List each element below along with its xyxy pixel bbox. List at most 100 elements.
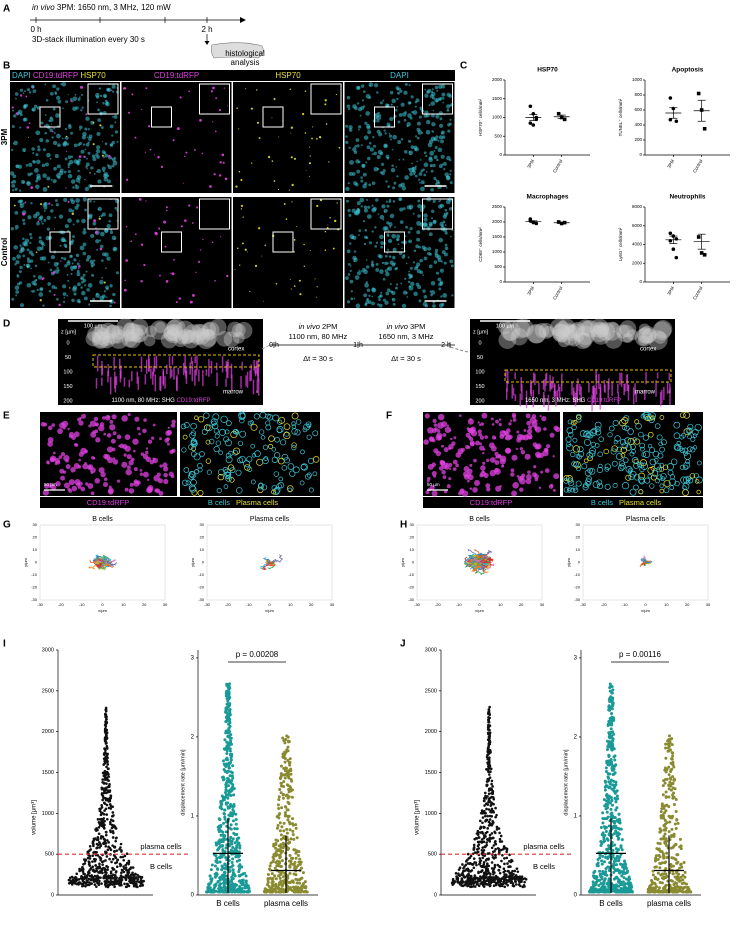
cell <box>124 87 126 89</box>
cell-dot <box>230 743 233 746</box>
cell <box>339 147 341 149</box>
y-axis-label: volume [µm³] <box>415 800 421 835</box>
cell-dot <box>235 823 238 826</box>
cell <box>107 415 110 418</box>
cell <box>111 439 116 444</box>
cell <box>550 433 555 438</box>
channel-name: HSP70 <box>80 71 106 80</box>
cell <box>411 163 413 165</box>
cell <box>220 236 221 237</box>
label: marrow <box>223 390 244 396</box>
cell <box>70 255 72 257</box>
cell <box>423 302 428 307</box>
cell-signal <box>183 363 185 375</box>
y-tick-label: 0 <box>35 560 38 565</box>
cell <box>117 480 120 483</box>
cell <box>519 478 525 484</box>
cell <box>500 458 506 464</box>
cell <box>429 264 433 268</box>
cell <box>73 292 76 295</box>
cell <box>430 188 434 192</box>
y-tick-label: -20 <box>31 585 38 590</box>
cell <box>99 218 101 220</box>
cell <box>86 288 90 292</box>
cell <box>424 94 428 98</box>
track <box>270 555 283 563</box>
cell <box>376 91 379 94</box>
cell <box>44 244 46 246</box>
cell <box>72 213 74 215</box>
cell <box>19 126 21 128</box>
cell <box>76 178 81 183</box>
cell <box>261 256 262 257</box>
cell-dot <box>231 861 234 864</box>
cell <box>65 246 67 248</box>
cell <box>389 133 391 135</box>
cell-dot <box>245 880 248 883</box>
cell-dot <box>229 747 232 750</box>
cell <box>430 94 434 98</box>
cell <box>378 296 381 299</box>
cell <box>403 91 407 95</box>
cell <box>403 291 407 295</box>
cell-signal <box>154 357 156 372</box>
cortex-signal <box>192 324 206 338</box>
cell-dot <box>131 871 134 874</box>
cell-dot <box>104 713 107 716</box>
cell <box>408 231 411 234</box>
cell <box>333 248 335 250</box>
cell-signal <box>141 357 143 372</box>
cell-dot <box>103 827 106 830</box>
cell <box>274 180 276 182</box>
cell <box>13 144 14 145</box>
x-tick-label: 20 <box>309 602 314 607</box>
cell <box>378 254 382 258</box>
cell-dot <box>493 831 496 834</box>
cell <box>430 290 432 292</box>
cell <box>423 222 428 227</box>
cell <box>370 147 374 151</box>
cell-dot <box>100 844 103 847</box>
cell-dot <box>245 874 248 877</box>
cell <box>431 170 434 173</box>
cell <box>30 202 32 204</box>
cell <box>169 472 174 477</box>
cell <box>387 185 390 188</box>
cell <box>101 277 103 279</box>
cell-dot <box>81 885 84 888</box>
cell <box>366 199 368 201</box>
cell <box>329 217 331 219</box>
x-tick-label: 20 <box>685 602 690 607</box>
cell <box>385 255 388 258</box>
cell <box>310 155 311 156</box>
cell <box>99 216 100 217</box>
cell-dot <box>230 828 233 831</box>
cell-dot <box>224 850 227 853</box>
cell-dot <box>234 883 237 886</box>
cell <box>212 241 214 243</box>
cell <box>420 270 424 274</box>
cell-dot <box>102 763 105 766</box>
cell <box>495 420 499 424</box>
cell <box>33 275 36 278</box>
cell <box>71 179 76 184</box>
cell-dot <box>486 827 489 830</box>
cell <box>294 158 296 160</box>
cell <box>37 148 40 151</box>
cell <box>347 104 351 108</box>
cell <box>291 156 293 158</box>
cell-dot <box>269 864 272 867</box>
cell-dot <box>105 865 108 868</box>
cell <box>357 271 361 275</box>
cell <box>47 186 49 188</box>
cell <box>74 144 78 148</box>
x-tick-label: B cells <box>216 899 240 908</box>
cell <box>377 155 381 159</box>
cell <box>66 464 71 469</box>
stage-part: 2PM <box>320 322 338 331</box>
y-tick-label: -20 <box>574 585 581 590</box>
cell-dot <box>285 828 288 831</box>
cell <box>12 257 16 261</box>
cell <box>433 110 435 112</box>
cell <box>251 108 253 110</box>
